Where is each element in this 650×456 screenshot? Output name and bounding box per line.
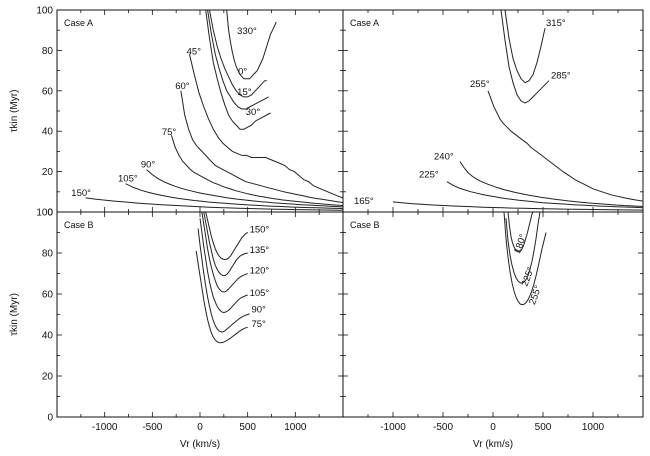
plot-frame [342,211,644,418]
series-label: 165° [354,196,374,207]
series-line [189,54,343,199]
panel-bottom-left: 0 20 40 60 80 100 -1000 -500 0 500 1000 Case B τkin … [9,208,344,450]
series-line [195,250,248,344]
series-label: 90° [141,160,156,171]
y-axis-label: τkin (Myr) [9,293,20,336]
panel-title: Case A [64,18,93,28]
x-tick-label: 0 [490,422,496,433]
series-label: 75° [162,127,177,138]
panel-title: Case B [64,220,94,230]
series-label: 105° [118,174,138,185]
series-label: 135° [250,245,270,256]
series-label: 15° [237,87,252,98]
series-line [226,10,277,80]
x-tick-label: 1000 [582,422,605,433]
series-line [209,10,267,98]
y-tick-label: 20 [42,372,54,383]
y-tick-label: 40 [42,331,54,342]
series-line [504,10,546,84]
series-label: 120° [250,266,270,277]
series-label: 330° [237,26,257,37]
plot-frame [56,9,344,213]
y-tick-label: 0 [47,413,53,424]
y-tick-label: 80 [42,46,54,57]
series-label: 255° [470,79,490,90]
panel-title: Case A [350,18,379,28]
panel-title: Case B [350,220,380,230]
series-label: 315° [546,18,566,29]
plot-frame [342,9,644,213]
x-axis-label: Vr (km/s) [473,439,513,450]
series-label: 45° [187,46,202,57]
series-line [125,183,343,209]
curves [392,10,643,211]
series-label: 0° [238,67,247,78]
series-label: 240° [434,151,454,162]
series-label: 75° [251,319,266,330]
x-tick-label: 0 [197,422,203,433]
series-line [180,90,343,204]
series-label: 180° [512,233,529,255]
x-axis-label: Vr (km/s) [180,439,220,450]
panel-top-right: Case A 315° 285° 255° 240° 225° 165° [342,9,644,213]
series-line [207,10,269,110]
y-tick-label: 80 [42,249,54,260]
x-tick-label: 1000 [284,422,307,433]
series-line [170,135,343,206]
y-tick-label: 40 [42,127,54,138]
series-line [500,10,550,104]
curves [503,212,547,306]
y-tick-label: 20 [42,167,54,178]
series-line [146,169,343,208]
series-line [505,212,541,284]
series-label: 150° [250,225,270,236]
y-tick-label: 60 [42,290,54,301]
x-tick-label: -500 [433,422,453,433]
series-line [205,10,271,130]
x-tick-label: -1000 [92,422,118,433]
series-label: 225° [419,170,439,181]
y-tick-label: 100 [36,208,53,219]
y-tick-label: 100 [36,6,53,17]
series-line [197,228,250,333]
series-line [205,212,248,261]
series-line [446,181,643,209]
series-line [487,90,643,202]
series-line [507,212,534,253]
y-axis-label: τkin (Myr) [9,90,20,133]
series-label: 105° [250,288,270,299]
curves [195,212,250,344]
x-tick-label: 500 [535,422,552,433]
series-label: 285° [551,71,571,82]
series-line [85,197,343,211]
series-label: 90° [251,304,266,315]
x-tick-label: -1000 [380,422,406,433]
x-tick-label: -500 [142,422,162,433]
x-tick-label: 500 [239,422,256,433]
series-line [459,161,643,207]
y-tick-label: 0 [47,208,53,219]
series-label: 60° [175,81,190,92]
series-line [392,201,643,211]
series-line [199,218,248,313]
series-line [503,212,547,306]
panel-top-left: 0 20 40 60 80 100 Case A τkin (Myr) 330° 0° 15° 30°… [9,6,344,219]
curves [85,10,343,211]
series-label: 30° [246,107,261,118]
y-tick-label: 60 [42,86,54,97]
series-line [203,212,248,277]
series-line [201,212,248,293]
series-label: 150° [71,188,91,199]
